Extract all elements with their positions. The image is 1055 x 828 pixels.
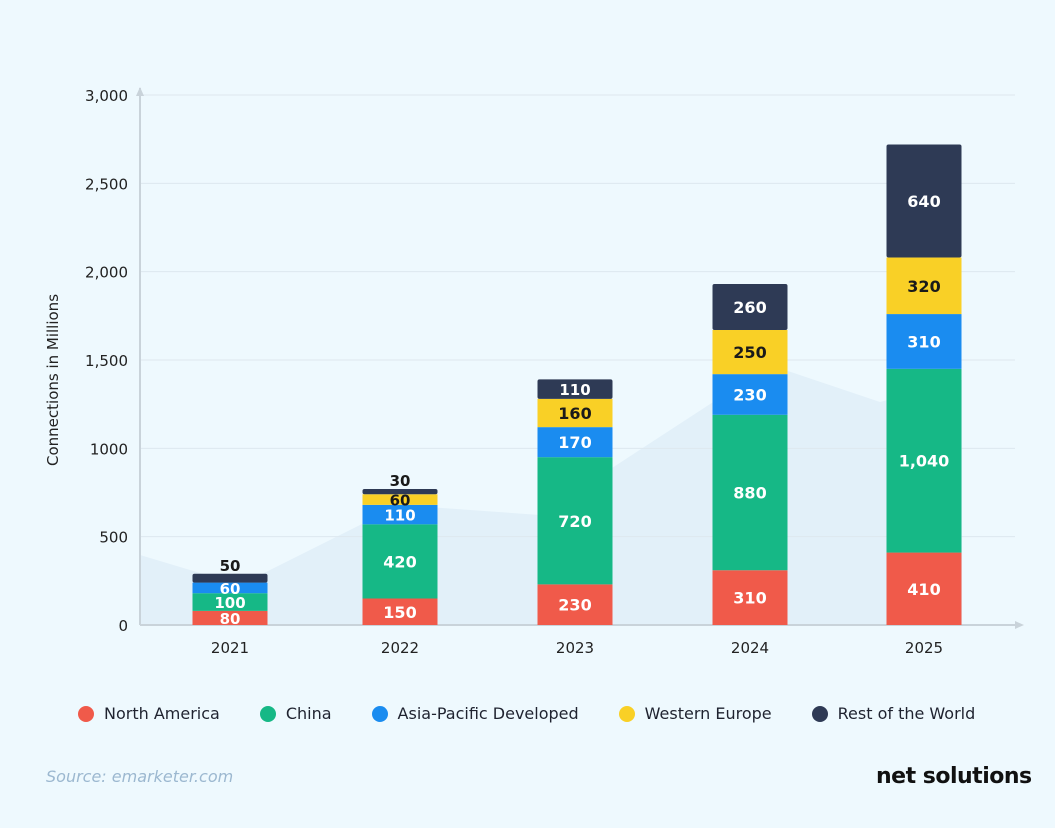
- data-label: 1,040: [899, 452, 950, 471]
- x-tick-label: 2023: [556, 639, 594, 657]
- data-label: 110: [384, 507, 415, 525]
- bar-segment: [886, 144, 962, 258]
- bar-segment: [537, 584, 613, 625]
- data-label: 30: [390, 472, 411, 490]
- bar-segment: [712, 374, 788, 415]
- data-label: 60: [390, 492, 411, 510]
- bar-segment: [712, 329, 788, 375]
- y-axis-title: Connections in Millions: [44, 294, 62, 466]
- data-label: 230: [558, 596, 591, 615]
- source-note: Source: emarketer.com: [46, 767, 234, 786]
- stacked-bar-chart: 0 500 1000 1,500 2,000 2,500 3,000 Connections …: [44, 87, 1024, 657]
- data-label: 60: [220, 580, 241, 598]
- bar-segment: [192, 593, 268, 611]
- legend-item: Western Europe: [618, 704, 772, 723]
- data-label: 310: [907, 332, 940, 351]
- y-tick-label: 3,000: [85, 87, 128, 105]
- legend-label: Western Europe: [644, 704, 772, 723]
- y-axis-arrow-icon: [136, 87, 144, 96]
- y-tick-label: 0: [118, 617, 128, 635]
- data-label: 230: [733, 385, 766, 404]
- legend-item: Rest of the World: [811, 704, 976, 723]
- data-label: 110: [559, 381, 590, 399]
- y-tick-label: 500: [99, 529, 128, 547]
- legend-item: Asia-Pacific Developed: [371, 704, 579, 723]
- legend-dot-icon: [618, 705, 635, 722]
- bar-segment: [192, 573, 268, 583]
- data-label: 260: [733, 298, 766, 317]
- net-solutions-logo: net solutions: [876, 764, 1032, 789]
- bar-segment: [712, 570, 788, 625]
- legend-dot-icon: [259, 705, 276, 722]
- bar-segment: [886, 552, 962, 625]
- legend-dot-icon: [78, 705, 94, 722]
- data-label: 150: [383, 603, 416, 622]
- bar-segment: [712, 284, 788, 330]
- bar-segment: [537, 379, 613, 399]
- bar-segment: [886, 368, 962, 553]
- data-label: 310: [733, 589, 766, 608]
- data-label: 720: [558, 512, 591, 531]
- bar-segment: [192, 582, 268, 594]
- legend-dot-icon: [811, 705, 828, 722]
- data-label: 100: [214, 594, 245, 612]
- y-tick-label: 1,500: [85, 352, 128, 370]
- legend-item: China: [259, 704, 332, 723]
- data-label: 250: [733, 343, 766, 362]
- bar-segment: [362, 488, 438, 495]
- x-tick-label: 2024: [731, 639, 769, 657]
- bar-segment: [886, 314, 962, 369]
- legend: North America China Asia-Pacific Developed…: [78, 704, 1015, 723]
- bar-segment: [362, 598, 438, 625]
- legend-label: Asia-Pacific Developed: [397, 704, 579, 723]
- data-label: 420: [383, 552, 416, 571]
- bar-segment: [712, 414, 788, 571]
- bar-segment: [192, 610, 268, 625]
- data-label: 50: [220, 557, 241, 575]
- x-axis-arrow-icon: [1015, 621, 1024, 629]
- bar-segment: [537, 427, 613, 458]
- bar-segment: [886, 257, 962, 315]
- data-label: 170: [558, 433, 591, 452]
- bar-segment: [362, 494, 438, 505]
- data-label: 640: [907, 192, 940, 211]
- bar-segment: [362, 524, 438, 599]
- legend-label: China: [285, 704, 332, 723]
- y-tick-label: 2,500: [85, 175, 128, 193]
- bar-segment: [362, 504, 438, 525]
- data-label: 410: [907, 580, 940, 599]
- legend-label: Rest of the World: [837, 704, 976, 723]
- bar-segment: [537, 457, 613, 585]
- data-label: 320: [907, 277, 940, 296]
- x-tick-label: 2021: [211, 639, 249, 657]
- y-tick-label: 2,000: [85, 264, 128, 282]
- x-tick-label: 2022: [381, 639, 419, 657]
- legend-item: North America: [78, 704, 220, 723]
- legend-dot-icon: [371, 705, 388, 722]
- y-tick-label: 1000: [90, 440, 128, 458]
- legend-label: North America: [104, 704, 220, 723]
- bar-segment: [537, 398, 613, 428]
- data-label: 160: [558, 404, 591, 423]
- data-label: 80: [220, 610, 241, 628]
- data-label: 880: [733, 484, 766, 503]
- x-tick-label: 2025: [905, 639, 943, 657]
